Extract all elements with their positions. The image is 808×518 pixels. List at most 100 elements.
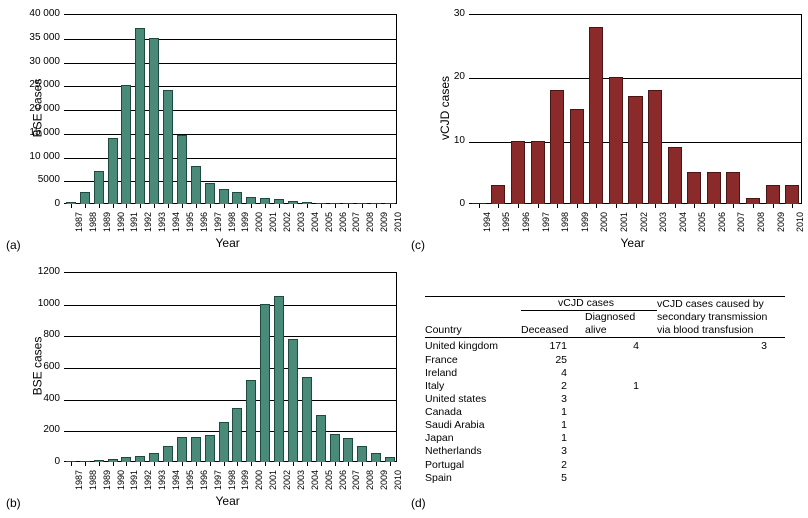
x-tick-label: 1997 xyxy=(541,212,551,232)
x-tick-label: 2005 xyxy=(324,470,334,490)
x-tick-label: 2009 xyxy=(379,212,389,232)
x-tick-mark xyxy=(636,204,637,208)
bar xyxy=(511,141,525,204)
x-tick-mark xyxy=(390,462,391,466)
x-tick-label: 1994 xyxy=(482,212,492,232)
x-tick-label: 2003 xyxy=(296,470,306,490)
x-tick-label: 2005 xyxy=(697,212,707,232)
bar xyxy=(550,90,564,204)
x-tick-mark xyxy=(792,204,793,208)
bar xyxy=(205,183,215,204)
x-tick-label: 2002 xyxy=(282,470,292,490)
cell-alive xyxy=(585,354,657,367)
panel-sub-label: (d) xyxy=(411,496,426,510)
gridline xyxy=(64,86,396,87)
bar xyxy=(191,166,201,204)
bar xyxy=(330,434,340,463)
col-header: vCJD cases caused by secondary transmiss… xyxy=(657,297,785,338)
gridline xyxy=(469,78,801,79)
bar xyxy=(94,171,104,204)
cell-country: Portugal xyxy=(425,459,521,472)
x-tick-mark xyxy=(390,204,391,208)
gridline xyxy=(64,368,396,369)
cell-deceased: 5 xyxy=(521,472,585,485)
bar xyxy=(357,446,367,462)
panel-c: 0102030199419951996199719981999200020012… xyxy=(411,6,806,254)
panel-sub-label: (c) xyxy=(411,238,425,252)
gridline xyxy=(64,39,396,40)
bar xyxy=(177,437,187,462)
bar xyxy=(371,453,381,463)
plot-area xyxy=(469,14,802,204)
x-tick-label: 2004 xyxy=(310,212,320,232)
bar xyxy=(135,28,145,204)
cell-alive xyxy=(585,472,657,485)
x-tick-mark xyxy=(753,204,754,208)
x-tick-label: 2000 xyxy=(254,212,264,232)
bar xyxy=(121,85,131,204)
gridline xyxy=(64,400,396,401)
y-tick-label: 5000 xyxy=(12,174,60,185)
bar xyxy=(288,339,298,463)
cell-secondary xyxy=(657,419,785,432)
cell-alive xyxy=(585,406,657,419)
table-row: Portugal2 xyxy=(425,459,785,472)
x-tick-mark xyxy=(210,462,211,466)
y-tick-label: 40 000 xyxy=(12,8,60,19)
cell-alive xyxy=(585,393,657,406)
y-tick-label: 0 xyxy=(417,198,465,209)
bar xyxy=(80,192,90,204)
x-tick-label: 2007 xyxy=(736,212,746,232)
bar xyxy=(687,172,701,204)
cell-secondary xyxy=(657,354,785,367)
x-tick-mark xyxy=(99,204,100,208)
cell-secondary xyxy=(657,459,785,472)
x-tick-label: 1995 xyxy=(185,470,195,490)
bar xyxy=(163,90,173,204)
x-tick-label: 2007 xyxy=(351,212,361,232)
x-tick-mark xyxy=(577,204,578,208)
panel-a: 0500010 00015 00020 00025 00030 00035 00… xyxy=(6,6,401,254)
panel-sub-label: (b) xyxy=(6,496,21,510)
cell-alive: 1 xyxy=(585,380,657,393)
x-tick-label: 2003 xyxy=(296,212,306,232)
x-tick-mark xyxy=(348,462,349,466)
bar xyxy=(219,189,229,204)
cell-country: United kingdom xyxy=(425,338,521,354)
x-tick-mark xyxy=(168,462,169,466)
bar xyxy=(726,172,740,204)
x-tick-mark xyxy=(182,462,183,466)
bar xyxy=(149,38,159,204)
table-row: Canada1 xyxy=(425,406,785,419)
cell-deceased: 3 xyxy=(521,393,585,406)
x-tick-mark xyxy=(362,204,363,208)
x-tick-mark xyxy=(237,204,238,208)
table-row: Netherlands3 xyxy=(425,445,785,458)
x-tick-mark xyxy=(265,462,266,466)
x-tick-mark xyxy=(335,204,336,208)
cell-secondary: 3 xyxy=(657,338,785,354)
cell-country: Italy xyxy=(425,380,521,393)
x-tick-label: 1993 xyxy=(157,470,167,490)
cell-secondary xyxy=(657,367,785,380)
x-tick-label: 1998 xyxy=(227,212,237,232)
x-tick-label: 2010 xyxy=(393,212,403,232)
x-tick-label: 1989 xyxy=(102,212,112,232)
x-tick-mark xyxy=(210,204,211,208)
x-tick-mark xyxy=(85,204,86,208)
bar xyxy=(232,192,242,204)
x-tick-mark xyxy=(362,462,363,466)
x-tick-label: 1990 xyxy=(116,212,126,232)
panel-d: vCJD casesvCJD cases caused by secondary… xyxy=(411,264,806,512)
x-tick-label: 2008 xyxy=(365,212,375,232)
gridline xyxy=(64,110,396,111)
x-tick-mark xyxy=(479,204,480,208)
bar xyxy=(707,172,721,204)
gridline xyxy=(64,134,396,135)
cell-country: Spain xyxy=(425,472,521,485)
bar xyxy=(491,185,505,204)
cell-secondary xyxy=(657,432,785,445)
table-row: Saudi Arabia1 xyxy=(425,419,785,432)
x-tick-label: 2001 xyxy=(268,212,278,232)
x-tick-label: 2006 xyxy=(338,470,348,490)
